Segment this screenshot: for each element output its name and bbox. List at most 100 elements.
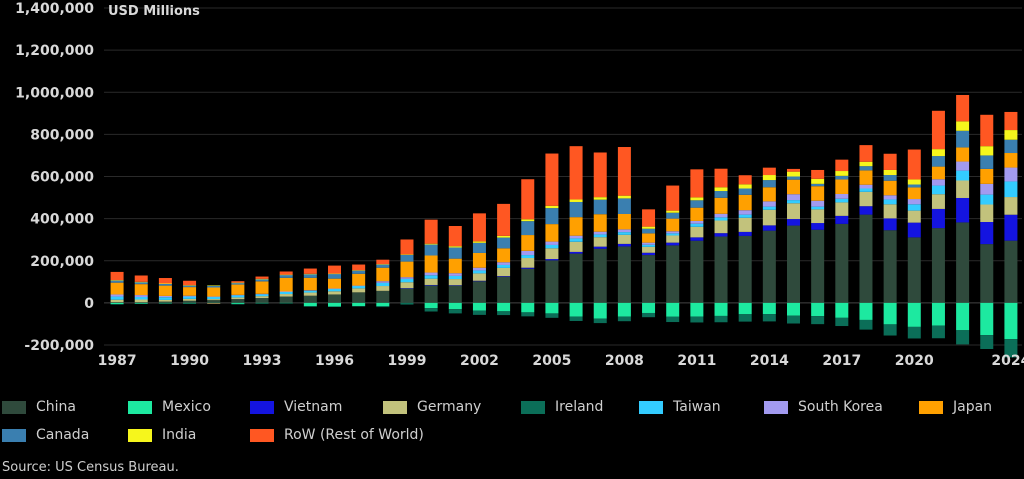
bar-segment (883, 195, 897, 200)
bar-segment (134, 296, 148, 300)
y-tick-label: 600,000 (30, 170, 94, 186)
bar-segment (110, 302, 124, 303)
bar-segment (980, 335, 994, 350)
bar-segment (376, 290, 390, 303)
bar-segment (690, 223, 704, 227)
bar-segment (497, 302, 511, 312)
bar-segment (931, 208, 945, 229)
bar-segment (424, 244, 438, 256)
legend-label: Mexico (162, 399, 211, 415)
bar-segment (907, 326, 921, 339)
bar-segment (859, 206, 873, 215)
bar-segment (690, 200, 704, 208)
bar-segment (279, 274, 293, 276)
bar-segment (762, 209, 776, 226)
bar-segment (593, 199, 607, 215)
bar-segment (569, 238, 583, 242)
bar-segment (328, 294, 341, 303)
bar-segment (931, 110, 945, 150)
bar-segment (207, 303, 221, 305)
bar-segment (811, 223, 825, 230)
bar-segment (642, 252, 656, 256)
bar-segment (883, 230, 897, 303)
bar-segment (835, 223, 849, 303)
bar-segment (424, 275, 438, 279)
bar-segment (762, 314, 776, 322)
bar-segment (980, 146, 994, 156)
bar-segment (134, 281, 148, 283)
bar-segment (497, 264, 511, 268)
bar-segment (448, 285, 462, 286)
bar-segment (110, 294, 124, 297)
y-tick-label: 1,200,000 (15, 43, 94, 59)
bar-segment (787, 194, 800, 201)
bar-segment (666, 233, 680, 236)
bar-segment (956, 130, 970, 148)
y-tick-label: 200,000 (30, 254, 94, 270)
bar-segment (980, 194, 994, 205)
bar-segment (183, 296, 197, 299)
bar-segment (328, 278, 341, 289)
bar-segment (907, 237, 921, 303)
bar-segment (787, 219, 800, 226)
bar-segment (545, 260, 559, 303)
y-axis-unit-label: USD Millions (108, 4, 200, 19)
bar-segment (859, 184, 873, 189)
x-tick-label: 2024 (991, 353, 1024, 369)
bar-segment (811, 183, 825, 187)
bar-segment (472, 252, 486, 268)
legend-swatch (521, 400, 545, 414)
bar-segment (690, 226, 704, 238)
bar-segment (400, 302, 414, 305)
x-tick-labels: 1987 1990 1993 1996 1999 2002 2005 2008 2011 2014… (98, 353, 1024, 369)
bar-segment (714, 220, 728, 234)
bar-segment (545, 313, 559, 318)
bar-segment (569, 316, 583, 321)
bar-segment (617, 195, 631, 199)
bar-segment (279, 277, 293, 292)
bar-segment (231, 294, 245, 296)
bar-segment (787, 315, 800, 324)
bar-segment (497, 235, 511, 238)
bar-segment (400, 282, 414, 289)
bar-segment (666, 316, 680, 323)
bar-segment (352, 302, 366, 307)
bar-segment (642, 312, 656, 318)
bar-segment (158, 278, 172, 284)
bar-segment (231, 302, 245, 304)
bar-segment (231, 282, 245, 285)
bar-segment (207, 296, 221, 298)
bar-segment (448, 247, 462, 259)
bar-segment (738, 184, 752, 189)
bar-segment (787, 200, 800, 204)
bar-segment (497, 311, 511, 316)
bar-segment (255, 276, 269, 279)
bar-segment (545, 224, 559, 242)
bar-segment (255, 294, 269, 297)
legend-swatch (764, 400, 788, 414)
bar-segment (303, 273, 317, 275)
bar-segment (859, 191, 873, 207)
bar-segment (1004, 130, 1018, 140)
bar-segment (158, 283, 172, 284)
y-tick-labels: -200,000 0 200,000 400,000 600,000 800,000 1,0… (15, 1, 94, 354)
bar-segment (303, 290, 317, 293)
bar-segment (328, 291, 341, 295)
legend-swatch (639, 400, 663, 414)
bar-segment (376, 286, 390, 291)
bar-segment (158, 297, 172, 300)
bar-segment (569, 235, 583, 239)
bar-segment (231, 284, 245, 295)
bar-segment (787, 179, 800, 195)
bar-segment (738, 217, 752, 232)
bar-segment (835, 175, 849, 180)
x-tick-label: 2014 (750, 353, 789, 369)
bar-segment (859, 188, 873, 192)
bar-segment (569, 253, 583, 303)
bars (110, 94, 1018, 358)
bar-segment (448, 225, 462, 247)
bar-segment (110, 299, 124, 303)
bar-segment (690, 169, 704, 198)
bar-segment (545, 205, 559, 209)
bar-segment (207, 287, 221, 297)
